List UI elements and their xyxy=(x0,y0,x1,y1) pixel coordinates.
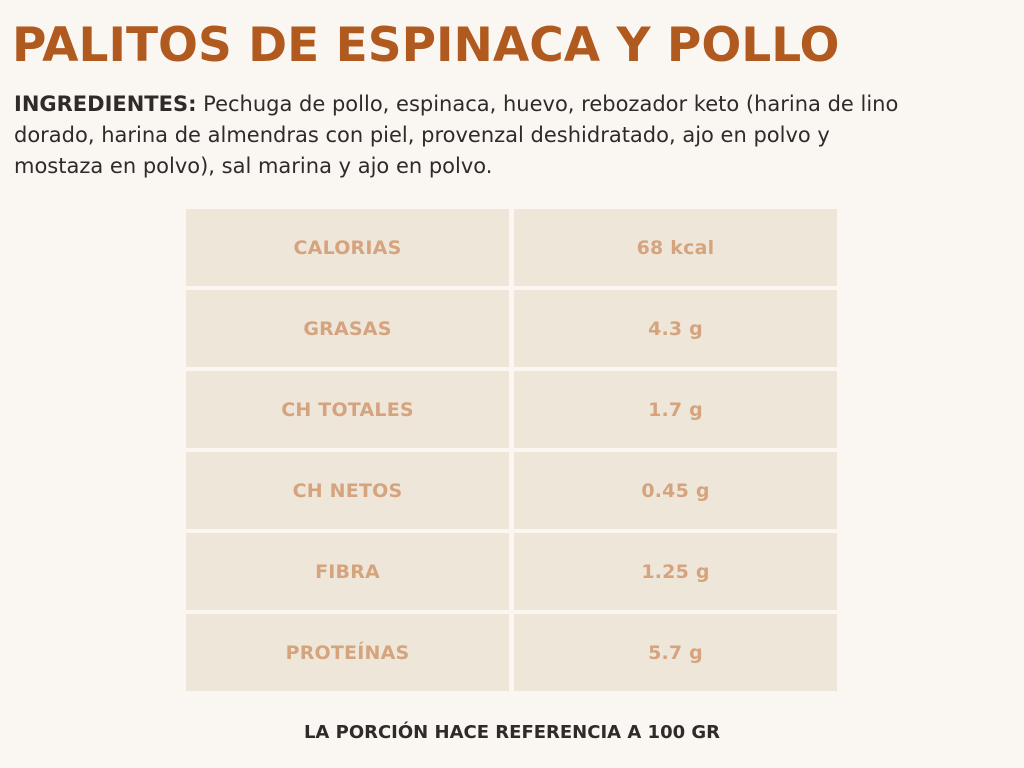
ingredients-paragraph: INGREDIENTES: Pechuga de pollo, espinaca… xyxy=(14,89,914,182)
nutrient-name-ch-totales: CH TOTALES xyxy=(186,371,509,448)
nutrient-value-grasas: 4.3 g xyxy=(514,290,837,367)
nutrient-name-ch-netos: CH NETOS xyxy=(186,452,509,529)
nutrient-value-ch-totales: 1.7 g xyxy=(514,371,837,448)
nutrient-name-calorias: CALORIAS xyxy=(186,209,509,286)
nutrient-name-fibra: FIBRA xyxy=(186,533,509,610)
nutrient-value-fibra: 1.25 g xyxy=(514,533,837,610)
portion-note: LA PORCIÓN HACE REFERENCIA A 100 GR xyxy=(303,722,721,743)
nutrient-value-ch-netos: 0.45 g xyxy=(514,452,837,529)
nutrition-table: CALORIAS 68 kcal GRASAS 4.3 g CH TOTALES… xyxy=(186,209,838,691)
nutrient-name-grasas: GRASAS xyxy=(186,290,509,367)
nutrient-value-proteinas: 5.7 g xyxy=(514,614,837,691)
nutrient-value-calorias: 68 kcal xyxy=(514,209,837,286)
ingredients-label: INGREDIENTES: xyxy=(14,92,197,116)
ingredients-text: Pechuga de pollo, espinaca, huevo, reboz… xyxy=(14,92,899,178)
nutrient-name-proteinas: PROTEÍNAS xyxy=(186,614,509,691)
page-title: PALITOS DE ESPINACA Y POLLO xyxy=(12,18,840,73)
